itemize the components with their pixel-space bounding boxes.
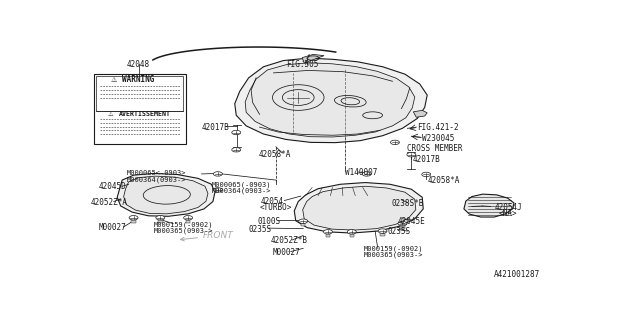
FancyBboxPatch shape xyxy=(94,74,186,144)
Text: CROSS MEMBER: CROSS MEMBER xyxy=(408,144,463,153)
Text: 42017B: 42017B xyxy=(412,155,440,164)
Circle shape xyxy=(398,221,407,226)
Circle shape xyxy=(213,172,222,176)
Circle shape xyxy=(324,230,332,234)
Circle shape xyxy=(362,172,371,176)
Text: 42058*A: 42058*A xyxy=(428,176,460,185)
FancyBboxPatch shape xyxy=(131,220,136,223)
Text: 0100S: 0100S xyxy=(257,217,281,226)
Circle shape xyxy=(232,148,241,152)
Text: M000159(-0902): M000159(-0902) xyxy=(154,222,213,228)
Text: M000364(0903->: M000364(0903-> xyxy=(127,176,187,183)
Text: M00027: M00027 xyxy=(99,223,127,232)
PathPatch shape xyxy=(464,194,514,217)
Circle shape xyxy=(156,216,165,220)
Text: 42054: 42054 xyxy=(261,196,284,205)
Circle shape xyxy=(213,188,222,192)
PathPatch shape xyxy=(303,186,416,230)
Text: <NA>: <NA> xyxy=(498,209,516,218)
FancyBboxPatch shape xyxy=(186,220,190,223)
Text: M000365(0903->: M000365(0903-> xyxy=(364,251,423,258)
Text: ⚠: ⚠ xyxy=(111,77,117,83)
PathPatch shape xyxy=(294,182,423,233)
Text: <TURBO>: <TURBO> xyxy=(260,203,292,212)
Text: M000364(0903->: M000364(0903-> xyxy=(211,187,271,194)
Text: 42052Z*A: 42052Z*A xyxy=(91,198,128,207)
Text: FRONT: FRONT xyxy=(180,231,234,241)
Text: 0235S: 0235S xyxy=(249,225,272,234)
PathPatch shape xyxy=(124,176,208,214)
Text: 0238S*B: 0238S*B xyxy=(392,199,424,208)
Circle shape xyxy=(378,229,387,233)
Text: 42054J: 42054J xyxy=(494,203,522,212)
Text: W230045: W230045 xyxy=(422,134,454,143)
Text: AVERTISSEMENT: AVERTISSEMENT xyxy=(118,111,171,117)
PathPatch shape xyxy=(117,173,215,216)
Text: 42045E: 42045E xyxy=(397,217,425,226)
FancyBboxPatch shape xyxy=(301,223,305,226)
Text: A421001287: A421001287 xyxy=(494,270,540,279)
Text: 42052Z*B: 42052Z*B xyxy=(271,236,308,245)
Text: M000365(0903->: M000365(0903-> xyxy=(154,228,213,234)
Text: M000065(-0903): M000065(-0903) xyxy=(211,181,271,188)
Text: M00027: M00027 xyxy=(273,248,300,257)
Text: 0235S: 0235S xyxy=(388,227,411,236)
FancyBboxPatch shape xyxy=(97,76,183,111)
Circle shape xyxy=(407,153,416,157)
Circle shape xyxy=(422,172,431,177)
FancyBboxPatch shape xyxy=(158,220,163,223)
Circle shape xyxy=(232,130,241,135)
Text: ⚠: ⚠ xyxy=(108,112,113,117)
Circle shape xyxy=(390,140,399,145)
PathPatch shape xyxy=(302,54,324,63)
FancyBboxPatch shape xyxy=(400,226,404,228)
Text: FIG.421-2: FIG.421-2 xyxy=(417,123,459,132)
Text: M000065<-0903>: M000065<-0903> xyxy=(127,170,187,176)
PathPatch shape xyxy=(245,63,415,137)
Text: 42045D: 42045D xyxy=(99,182,127,191)
PathPatch shape xyxy=(413,110,428,117)
Text: 42048: 42048 xyxy=(127,60,150,69)
Text: M000159(-0902): M000159(-0902) xyxy=(364,245,423,252)
PathPatch shape xyxy=(235,58,428,143)
FancyBboxPatch shape xyxy=(380,233,385,236)
Circle shape xyxy=(184,216,193,220)
FancyBboxPatch shape xyxy=(349,234,354,237)
Circle shape xyxy=(129,216,138,220)
Text: WARNING: WARNING xyxy=(122,75,154,84)
Circle shape xyxy=(348,230,356,234)
Text: FIG.505: FIG.505 xyxy=(286,60,318,69)
Text: 42017B: 42017B xyxy=(202,123,229,132)
Circle shape xyxy=(299,219,308,223)
Text: W140007: W140007 xyxy=(346,168,378,177)
Text: 42058*A: 42058*A xyxy=(259,150,291,159)
FancyBboxPatch shape xyxy=(326,234,330,237)
